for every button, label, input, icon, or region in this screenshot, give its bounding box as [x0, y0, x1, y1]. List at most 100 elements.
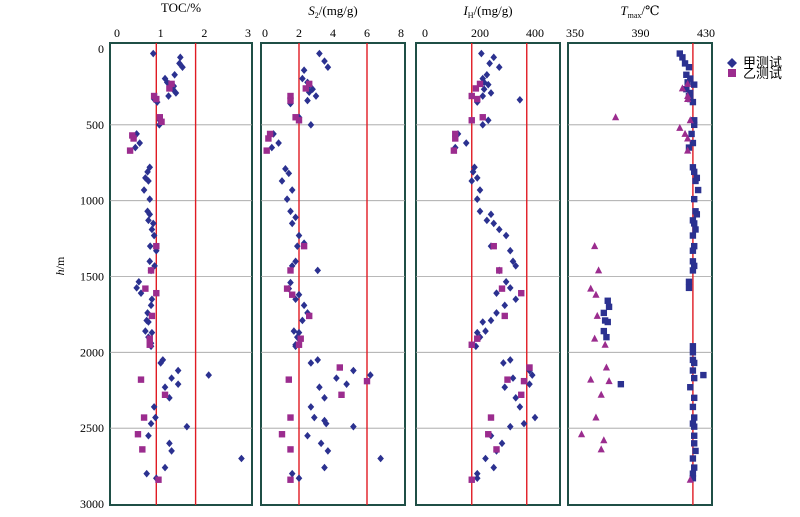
point-tmax-yi-1 — [678, 84, 687, 92]
point-tmax-jia-38 — [605, 303, 613, 311]
point-s2-yi-10 — [287, 267, 294, 274]
point-s2-jia-25 — [295, 231, 303, 240]
point-ih-jia-57 — [520, 419, 528, 428]
y-axis-label: h/m — [53, 256, 67, 275]
point-tmax-jia-37 — [604, 297, 611, 304]
point-s2-jia-62 — [295, 474, 303, 483]
point-ih-yi-10 — [496, 267, 503, 274]
point-toc-jia-51 — [174, 366, 182, 375]
point-ih-jia-24 — [476, 207, 484, 216]
x-tick-label-s2-1: 2 — [296, 26, 302, 40]
point-s2-yi-19 — [338, 391, 345, 398]
y-axis: h/m 0 500 1000 1500 2000 2500 3000 — [53, 42, 104, 511]
point-toc-yi-8 — [126, 147, 134, 154]
point-s2-jia-28 — [292, 257, 299, 266]
point-toc-jia-54 — [174, 380, 182, 388]
point-ih-jia-31 — [506, 246, 514, 255]
point-s2-jia-60 — [321, 463, 328, 472]
point-tmax-jia-3 — [685, 64, 693, 71]
point-tmax-jia-60 — [692, 447, 699, 455]
point-toc-jia-39 — [148, 295, 156, 304]
point-toc-jia-55 — [161, 383, 169, 392]
panel-s2: 0 2 4 6 8S2/(mg/g) — [260, 3, 406, 506]
point-ih-jia-22 — [476, 186, 484, 194]
point-tmax-jia-52 — [687, 384, 694, 391]
x-tick-label-s2-2: 4 — [330, 26, 336, 40]
point-s2-jia-4 — [299, 74, 306, 83]
panel-title-italic-ih: I — [462, 3, 468, 18]
point-s2-jia-43 — [314, 356, 321, 364]
point-tmax-jia-58 — [691, 432, 698, 439]
point-s2-jia-0 — [316, 49, 323, 58]
point-toc-jia-34 — [151, 262, 158, 270]
point-ih-jia-62 — [482, 454, 489, 463]
y-tick-label-4: 2000 — [80, 345, 104, 359]
point-tmax-jia-1 — [679, 54, 686, 61]
point-ih-yi-2 — [468, 92, 475, 100]
point-tmax-yi-6 — [676, 123, 684, 131]
point-tmax-yi-23 — [600, 436, 608, 444]
point-tmax-yi-3 — [684, 95, 692, 103]
x-tick-label-ih-1: 200 — [471, 26, 489, 40]
y-axis-label-italic: h — [53, 269, 67, 275]
point-tmax-jia-61 — [689, 455, 697, 462]
point-s2-jia-18 — [285, 169, 293, 178]
point-ih-yi-19 — [518, 391, 525, 398]
point-ih-jia-21 — [468, 177, 476, 185]
point-s2-yi-21 — [278, 431, 286, 438]
point-tmax-jia-7 — [691, 81, 698, 88]
point-ih-jia-10 — [479, 92, 487, 100]
y-tick-label-5: 2500 — [80, 421, 104, 435]
point-ih-jia-13 — [484, 116, 492, 125]
point-tmax-jia-36 — [685, 284, 693, 292]
point-ih-jia-32 — [509, 257, 517, 266]
point-ih-jia-0 — [478, 49, 485, 58]
point-toc-jia-29 — [148, 225, 156, 234]
point-toc-yi-10 — [147, 267, 155, 274]
point-tmax-yi-10 — [591, 242, 599, 250]
point-toc-yi-12 — [153, 289, 160, 297]
point-tmax-jia-34 — [689, 267, 697, 274]
point-s2-jia-50 — [321, 394, 328, 402]
point-ih-jia-54 — [512, 394, 520, 402]
point-s2-yi-8 — [263, 147, 270, 154]
point-tmax-yi-9 — [684, 146, 692, 154]
point-s2-jia-30 — [314, 266, 321, 275]
y-tick-label-6: 3000 — [80, 497, 104, 511]
point-toc-yi-3 — [153, 95, 160, 103]
point-s2-jia-49 — [316, 383, 323, 392]
point-s2-jia-29 — [288, 262, 296, 270]
point-toc-jia-3 — [179, 63, 186, 71]
point-s2-yi-4 — [292, 114, 299, 121]
point-tmax-yi-17 — [602, 363, 611, 371]
point-s2-yi-9 — [300, 242, 308, 250]
point-tmax-jia-19 — [691, 168, 698, 176]
point-toc-jia-28 — [149, 219, 157, 228]
point-toc-jia-1 — [177, 53, 184, 62]
point-s2-jia-1 — [321, 57, 328, 65]
point-tmax-jia-55 — [691, 414, 698, 421]
point-s2-jia-10 — [304, 96, 311, 105]
point-ih-jia-29 — [502, 231, 510, 240]
point-ih-yi-3 — [474, 95, 481, 103]
point-toc-jia-66 — [143, 469, 150, 478]
point-ih-jia-60 — [498, 439, 506, 448]
point-s2-yi-16 — [336, 364, 343, 371]
panel-ih: 0 200 400 IH/(mg/g) — [415, 3, 561, 506]
point-toc-jia-62 — [166, 439, 173, 448]
legend-diamond-marker — [727, 58, 737, 68]
point-tmax-jia-35 — [685, 278, 693, 286]
point-toc-jia-22 — [145, 177, 152, 185]
point-ih-jia-3 — [495, 63, 503, 71]
point-tmax-jia-23 — [691, 195, 698, 203]
point-tmax-jia-21 — [692, 177, 699, 185]
point-s2-yi-3 — [287, 97, 294, 104]
point-tmax-jia-51 — [617, 380, 625, 388]
point-toc-jia-24 — [146, 195, 154, 203]
point-s2-jia-24 — [288, 219, 296, 228]
point-ih-jia-2 — [486, 59, 493, 68]
point-s2-jia-56 — [304, 431, 311, 440]
point-ih-yi-18 — [520, 377, 528, 385]
point-ih-yi-23 — [468, 476, 475, 483]
point-toc-yi-0 — [168, 80, 175, 88]
